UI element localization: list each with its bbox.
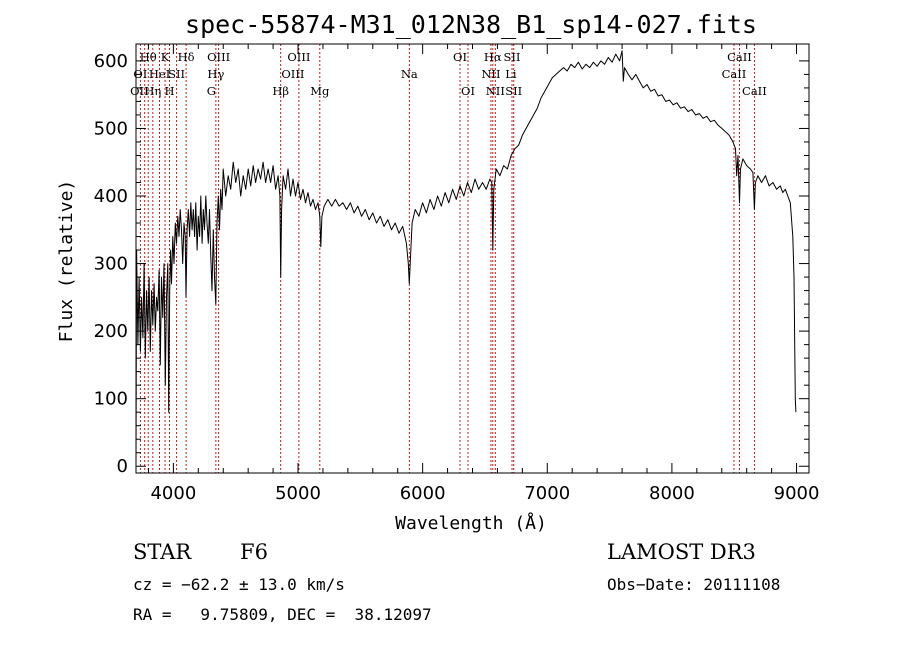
x-tick-label-2: 6000	[400, 483, 446, 504]
y-tick-label-3: 300	[94, 254, 128, 275]
spectral-line-label-19: Hη	[144, 84, 161, 98]
spectrum-chart: spec-55874-M31_012N38_B1_sp14-027.fits H…	[56, 10, 820, 534]
axis-ticks: 4000 5000 6000 7000 8000 9000 0 100 200 300 400 500…	[94, 44, 820, 504]
spectral-line-label-24: OI	[461, 84, 475, 98]
spectral-line-label-4: OIII	[287, 50, 310, 64]
y-tick-label-1: 100	[94, 389, 128, 410]
spectral-line-label-13: OIII	[281, 67, 304, 81]
spectral-line-label-8: CaII	[727, 50, 752, 64]
x-tick-label-3: 7000	[524, 483, 570, 504]
y-axis-label: Flux (relative)	[56, 180, 77, 343]
spectral-line-label-3: OIII	[207, 50, 230, 64]
x-axis-label: Wavelength (Å)	[395, 512, 547, 534]
spectral-line-label-10: HeI	[149, 67, 170, 81]
spectral-line-label-7: SII	[504, 50, 521, 64]
spectral-line-label-2: Hδ	[178, 50, 195, 64]
observation-date: Obs−Date: 20111108	[607, 575, 781, 594]
spectral-line-label-16: Li	[505, 67, 517, 81]
survey-name: LAMOST DR3	[607, 540, 756, 564]
spectral-line-label-6: Hα	[484, 50, 502, 64]
y-tick-label-2: 200	[94, 321, 128, 342]
spectral-line-markers	[139, 44, 755, 473]
x-tick-label-4: 8000	[649, 483, 695, 504]
spectrum-line-0	[135, 50, 797, 463]
y-tick-label-4: 400	[94, 186, 128, 207]
spectral-line-label-21: G	[207, 84, 216, 98]
spectral-line-label-26: SII	[505, 84, 522, 98]
spectral-line-label-15: NII	[481, 67, 500, 81]
y-tick-label-0: 0	[117, 456, 128, 477]
spectral-line-label-27: CaII	[742, 84, 767, 98]
spectral-line-label-20: H	[165, 84, 175, 98]
x-tick-label-5: 9000	[774, 483, 820, 504]
spectral-line-label-14: Na	[401, 67, 418, 81]
spectrum-series	[135, 50, 797, 463]
spectral-line-label-12: Hγ	[207, 67, 224, 81]
spectral-line-label-1: K	[161, 50, 170, 64]
x-tick-label-0: 4000	[150, 483, 196, 504]
x-tick-label-1: 5000	[275, 483, 321, 504]
sky-coordinates: RA = 9.75809, DEC = 38.12097	[133, 605, 432, 624]
chart-title: spec-55874-M31_012N38_B1_sp14-027.fits	[185, 10, 757, 39]
redshift-velocity: cz = −62.2 ± 13.0 km/s	[133, 575, 345, 594]
spectral-line-label-23: Mg	[310, 84, 330, 98]
spectral-line-label-5: OI	[453, 50, 467, 64]
spectral-line-label-11: SII	[168, 67, 185, 81]
spectral-line-label-25: NII	[486, 84, 505, 98]
spectral-line-label-18: OII	[130, 84, 149, 98]
spectral-line-label-0: Hθ	[140, 50, 157, 64]
object-class: STAR	[133, 540, 192, 564]
plot-frame	[135, 43, 810, 474]
spectral-line-label-22: Hβ	[272, 84, 289, 98]
spectral-line-label-17: CaII	[722, 67, 747, 81]
y-tick-label-6: 600	[94, 51, 128, 72]
object-subclass: F6	[240, 540, 268, 564]
y-tick-label-5: 500	[94, 118, 128, 139]
